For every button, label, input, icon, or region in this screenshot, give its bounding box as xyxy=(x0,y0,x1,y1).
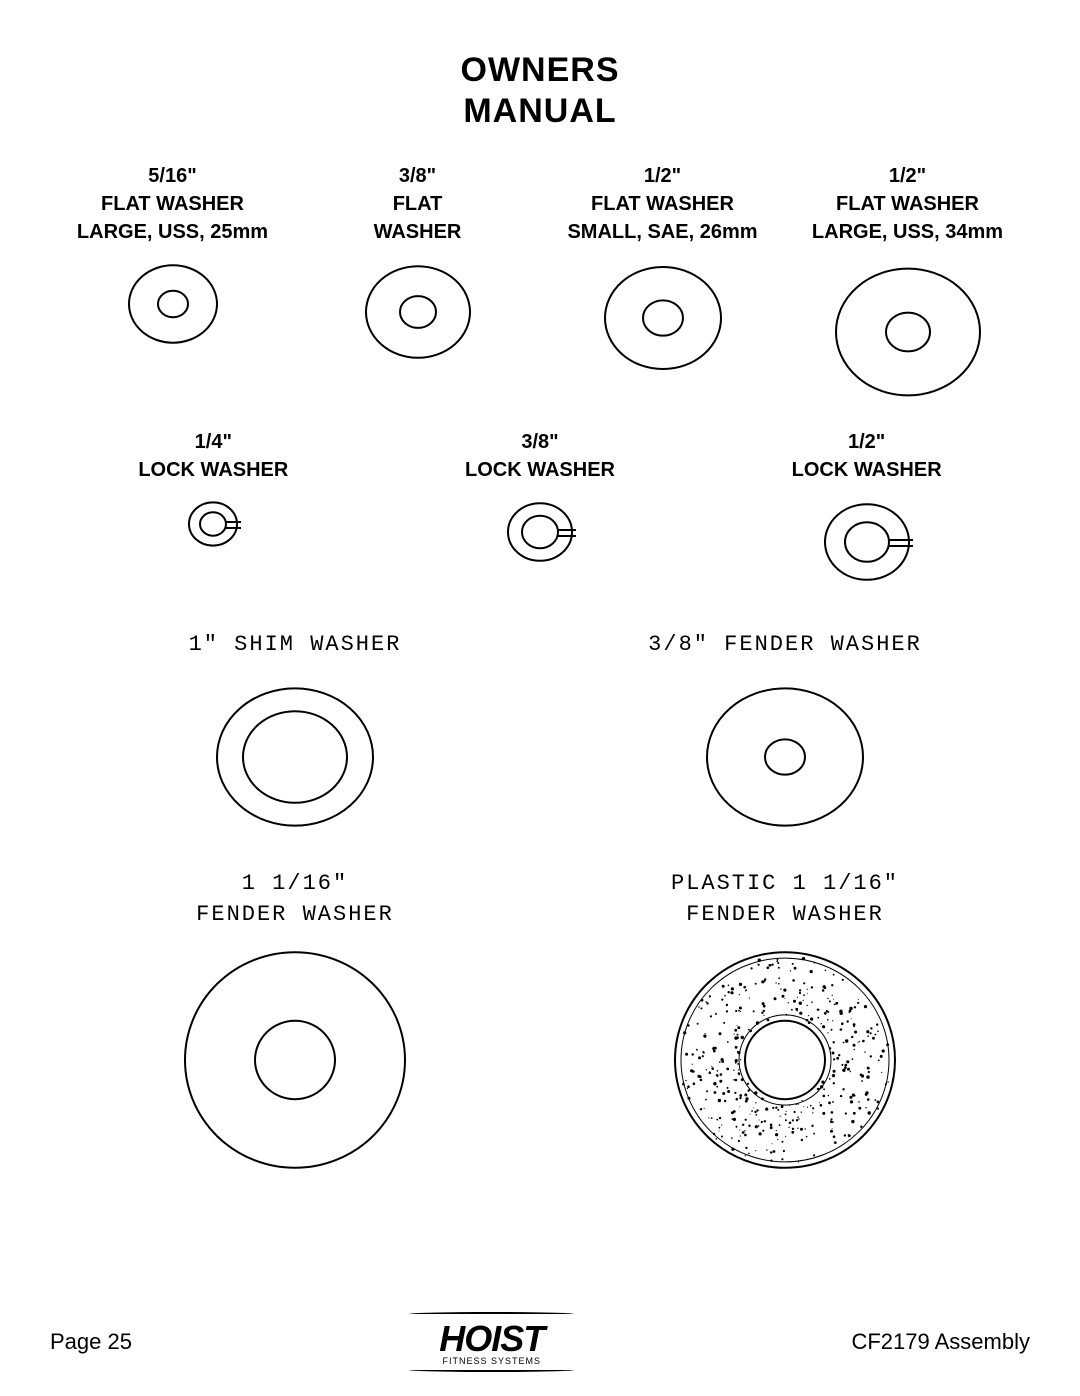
lock-washer-row: 1/4" LOCK WASHER 3/8" LOCK WASHER 1/2" L… xyxy=(50,428,1030,590)
logo-main: HOIST xyxy=(439,1318,544,1359)
flat-washer-icon xyxy=(53,256,293,352)
flat-washer-cell: 3/8" FLAT WASHER xyxy=(298,162,538,368)
brand-logo: HOIST FITNESS SYSTEMS xyxy=(409,1318,574,1366)
washer-label: 3/8" FENDER WASHER xyxy=(565,630,1005,661)
washer-name-l2: LARGE, USS, 25mm xyxy=(77,221,268,243)
page-footer: Page 25 HOIST FITNESS SYSTEMS CF2179 Ass… xyxy=(50,1318,1030,1366)
washer-label: 1" SHIM WASHER xyxy=(75,630,515,661)
washer-cell: 3/8" FENDER WASHER xyxy=(565,630,1005,840)
lock-washer-cell: 1/2" LOCK WASHER xyxy=(717,428,1017,590)
washer-icon xyxy=(75,675,515,839)
title-line-2: MANUAL xyxy=(50,91,1030,132)
page-number: Page 25 xyxy=(50,1329,132,1355)
logo-subtitle: FITNESS SYSTEMS xyxy=(439,1356,544,1366)
washer-size: 1/2" xyxy=(889,165,926,187)
washer-icon xyxy=(565,675,1005,839)
flat-washer-cell: 1/2" FLAT WASHER LARGE, USS, 34mm xyxy=(788,162,1028,408)
flat-washer-icon xyxy=(298,256,538,368)
shim-fender-row: 1" SHIM WASHER 3/8" FENDER WASHER xyxy=(50,630,1030,840)
flat-washer-icon xyxy=(543,256,783,380)
washer-label-l1: PLASTIC 1 1/16" xyxy=(671,871,899,896)
washer-name: LOCK WASHER xyxy=(792,459,942,481)
large-fender-row: 1 1/16" FENDER WASHER PLASTIC 1 1/16" FE… xyxy=(50,869,1030,1174)
title-line-1: OWNERS xyxy=(50,50,1030,91)
lock-washer-cell: 3/8" LOCK WASHER xyxy=(390,428,690,570)
washer-label-l2: FENDER WASHER xyxy=(196,902,394,927)
assembly-label: CF2179 Assembly xyxy=(851,1329,1030,1355)
flat-washer-cell: 5/16" FLAT WASHER LARGE, USS, 25mm xyxy=(53,162,293,352)
lock-washer-cell: 1/4" LOCK WASHER xyxy=(63,428,363,554)
washer-label: 1/2" FLAT WASHER LARGE, USS, 34mm xyxy=(788,162,1028,246)
washer-size: 3/8" xyxy=(399,165,436,187)
washer-size: 3/8" xyxy=(521,431,558,453)
washer-name-l1: FLAT WASHER xyxy=(101,193,244,215)
lock-washer-icon xyxy=(390,494,690,570)
washer-label: PLASTIC 1 1/16" FENDER WASHER xyxy=(565,869,1005,931)
washer-label: 1/2" LOCK WASHER xyxy=(717,428,1017,484)
washer-name-l2: LARGE, USS, 34mm xyxy=(812,221,1003,243)
washer-label: 1 1/16" FENDER WASHER xyxy=(75,869,515,931)
washer-label: 5/16" FLAT WASHER LARGE, USS, 25mm xyxy=(53,162,293,246)
washer-cell: PLASTIC 1 1/16" FENDER WASHER xyxy=(565,869,1005,1174)
washer-size: 1/2" xyxy=(848,431,885,453)
washer-size: 1/2" xyxy=(644,165,681,187)
washer-size: 1/4" xyxy=(195,431,232,453)
page: OWNERS MANUAL 5/16" FLAT WASHER LARGE, U… xyxy=(0,0,1080,1396)
washer-label: 3/8" LOCK WASHER xyxy=(390,428,690,484)
washer-size: 5/16" xyxy=(148,165,196,187)
washer-name: LOCK WASHER xyxy=(138,459,288,481)
fender-washer-icon xyxy=(565,946,1005,1174)
washer-cell: 1" SHIM WASHER xyxy=(75,630,515,840)
washer-name-l2: WASHER xyxy=(374,221,462,243)
document-title: OWNERS MANUAL xyxy=(50,50,1030,132)
lock-washer-icon xyxy=(63,494,363,554)
washer-label: 1/2" FLAT WASHER SMALL, SAE, 26mm xyxy=(543,162,783,246)
washer-label: 1/4" LOCK WASHER xyxy=(63,428,363,484)
lock-washer-icon xyxy=(717,494,1017,590)
washer-label-l1: 1 1/16" xyxy=(242,871,348,896)
washer-name-l2: SMALL, SAE, 26mm xyxy=(567,221,757,243)
washer-name: LOCK WASHER xyxy=(465,459,615,481)
flat-washer-row: 5/16" FLAT WASHER LARGE, USS, 25mm 3/8" … xyxy=(50,162,1030,408)
washer-name-l1: FLAT WASHER xyxy=(591,193,734,215)
washer-cell: 1 1/16" FENDER WASHER xyxy=(75,869,515,1174)
washer-label-l2: FENDER WASHER xyxy=(686,902,884,927)
flat-washer-icon xyxy=(788,256,1028,408)
fender-washer-icon xyxy=(75,946,515,1174)
washer-label: 3/8" FLAT WASHER xyxy=(298,162,538,246)
flat-washer-cell: 1/2" FLAT WASHER SMALL, SAE, 26mm xyxy=(543,162,783,380)
washer-name-l1: FLAT xyxy=(393,193,443,215)
washer-name-l1: FLAT WASHER xyxy=(836,193,979,215)
